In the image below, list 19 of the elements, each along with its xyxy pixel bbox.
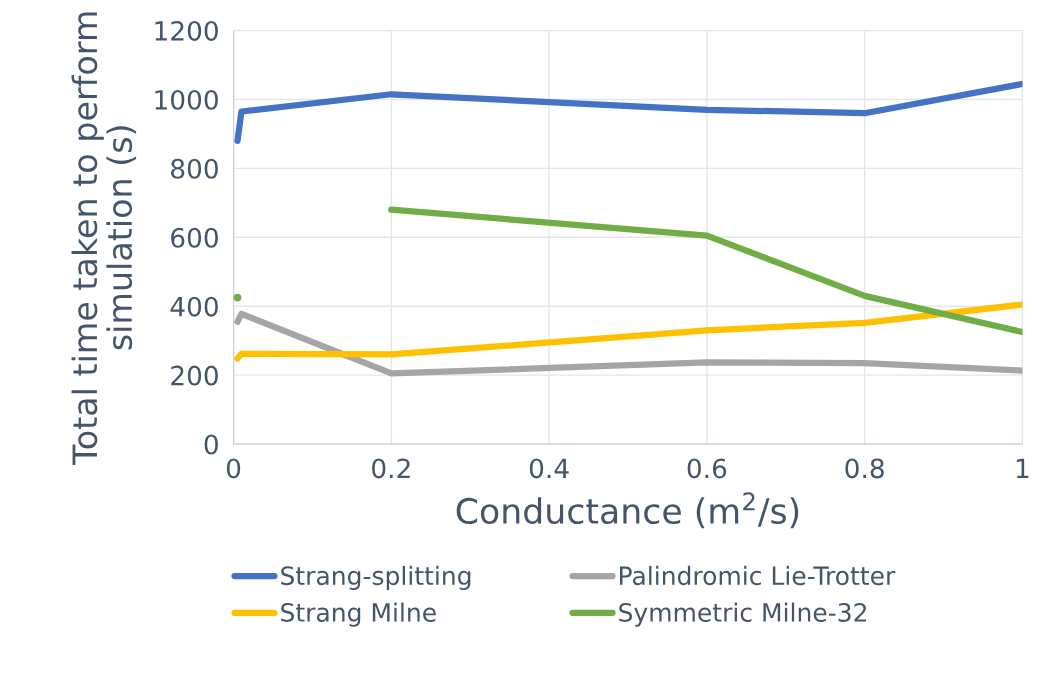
y-tick-label: 1000 [155,89,218,110]
legend-label: Strang Milne [281,602,436,627]
y-tick-label: 400 [170,296,218,317]
legend-label: Strang-splitting [281,565,471,591]
y-axis-title: Total time taken to perform simulation (s) [71,12,137,466]
x-tick-label: 0.8 [845,458,884,479]
legend-label: Symmetric Milne-32 [619,602,867,627]
y-tick-label: 1200 [155,20,218,41]
y-tick-label: 0 [204,434,218,455]
x-tick-label: 0.2 [372,458,410,479]
x-tick-label: 0.6 [687,458,727,479]
x-axis-title: Conductance (m$^{2}$/s) [456,492,799,529]
y-tick-label: 600 [171,227,218,248]
legend-label: Palindromic Lie-Trotter [619,565,896,586]
x-tick-label: 0.4 [529,458,569,479]
y-tick-label: 200 [171,365,218,386]
x-tick-label: 0 [226,458,241,479]
x-tick-label: 1 [1016,458,1029,479]
y-tick-label: 800 [171,158,218,179]
